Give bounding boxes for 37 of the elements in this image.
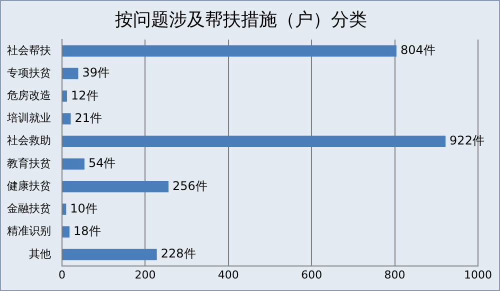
x-tick-label: 400 (218, 268, 239, 282)
data-label: 228件 (160, 246, 196, 261)
data-label: 10件 (70, 201, 98, 216)
x-tick-label: 0 (58, 268, 66, 282)
x-tick-label: 200 (134, 268, 156, 282)
y-tick-label: 金融扶贫 (7, 202, 51, 216)
data-label: 39件 (82, 66, 110, 80)
bar (62, 204, 66, 215)
bar (62, 180, 168, 192)
data-label: 54件 (88, 156, 116, 170)
x-tick-label: 600 (301, 268, 322, 282)
y-tick-label: 教育扶贫 (7, 156, 51, 170)
y-tick-label: 危房改造 (7, 89, 51, 102)
data-label: 21件 (74, 110, 102, 125)
bar (62, 113, 71, 124)
y-tick-label: 培训就业 (6, 112, 51, 125)
bar (62, 226, 70, 238)
y-tick-label: 其他 (29, 247, 51, 260)
y-tick-label: 健康扶贫 (7, 179, 51, 192)
data-label: 804件 (400, 43, 436, 58)
y-tick-label: 精准识别 (7, 224, 51, 238)
bar (62, 68, 78, 80)
data-label: 18件 (73, 224, 101, 238)
bar (62, 248, 157, 260)
bar (62, 136, 446, 148)
data-label: 922件 (450, 134, 484, 148)
y-tick-label: 社会救助 (7, 134, 51, 148)
data-label: 256件 (172, 178, 208, 193)
chart-title: 按问题涉及帮扶措施（户）分类 (115, 9, 367, 30)
bar (62, 45, 396, 57)
x-tick-label: 800 (384, 268, 406, 282)
data-label: 12件 (70, 88, 98, 102)
bar (62, 158, 84, 170)
x-tick-label: 1000 (464, 268, 492, 282)
bar (62, 90, 67, 102)
y-tick-label: 社会帮扶 (7, 44, 51, 57)
y-tick-label: 专项扶贫 (7, 66, 51, 80)
